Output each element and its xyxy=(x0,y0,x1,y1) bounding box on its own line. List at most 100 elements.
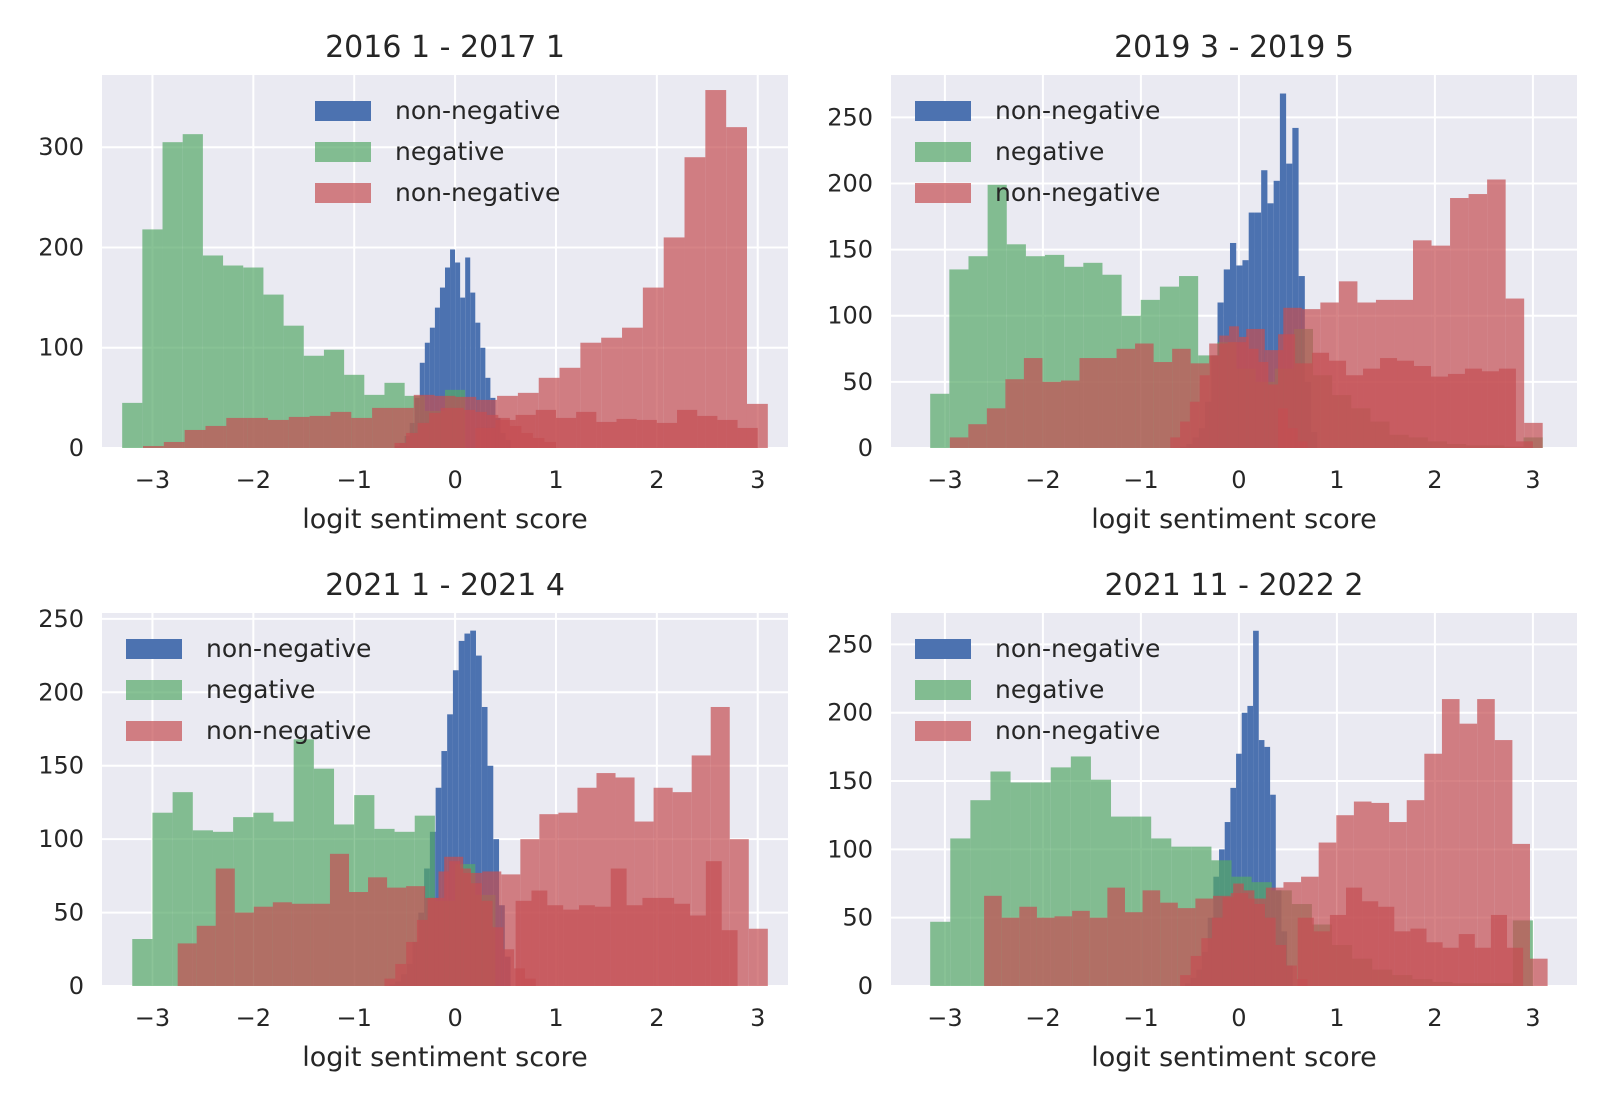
legend: non-negative negative non-negative xyxy=(915,634,1160,745)
histogram-bar xyxy=(427,897,439,986)
histogram-bar xyxy=(272,902,292,986)
histogram-bar xyxy=(1247,705,1254,986)
histogram-bar xyxy=(1219,335,1230,448)
histogram-bar xyxy=(642,897,659,986)
histogram-bar xyxy=(351,417,373,448)
histogram-bar xyxy=(1507,947,1524,986)
x-tick-label: 2 xyxy=(649,466,664,494)
histogram-bar xyxy=(1098,358,1117,448)
histogram-bar xyxy=(986,408,1006,448)
histogram-bar xyxy=(1254,904,1266,986)
histogram-bar xyxy=(452,670,459,986)
histogram-bar xyxy=(143,445,164,448)
x-tick-label: 0 xyxy=(1231,1004,1246,1032)
histogram-bar xyxy=(1378,906,1395,986)
histogram-bar xyxy=(387,887,407,986)
histogram-bar xyxy=(1001,917,1020,986)
histogram-bar xyxy=(547,905,564,986)
histogram-bar xyxy=(1441,699,1460,986)
histogram-bar xyxy=(684,157,706,448)
histogram-bar xyxy=(1380,358,1398,448)
histogram-bar xyxy=(481,900,493,986)
histogram-bar xyxy=(162,142,183,448)
y-tick-label: 250 xyxy=(827,103,873,131)
histogram-bar xyxy=(515,414,536,448)
histogram-bar xyxy=(642,287,664,448)
histogram-bar xyxy=(705,90,727,449)
histogram-bar xyxy=(1490,914,1507,986)
histogram-bar xyxy=(563,909,580,986)
histogram-bar xyxy=(458,640,465,986)
y-tick-label: 0 xyxy=(69,972,84,1000)
histogram-bar xyxy=(576,411,597,448)
histogram-bar xyxy=(726,127,747,449)
histogram-bar xyxy=(531,890,548,986)
histogram-bar xyxy=(1211,917,1223,986)
histogram-bar xyxy=(1135,343,1154,448)
histogram-bar xyxy=(721,930,738,986)
histogram-bar xyxy=(950,838,971,986)
subplot-1: −3 −2 −1 0 1 2 3 0 100 200 300 2016 1 - 2017 1 logit… xyxy=(38,30,788,535)
histogram-bar xyxy=(196,925,216,986)
legend: non-negative negative non-negative xyxy=(126,634,371,745)
series--4 xyxy=(1278,334,1533,448)
y-tick-label: 200 xyxy=(827,169,873,197)
histogram-bar xyxy=(184,429,206,448)
histogram-bar xyxy=(247,417,268,448)
x-tick-label: 0 xyxy=(447,1004,462,1032)
histogram-bar xyxy=(596,421,617,448)
y-tick-label: 200 xyxy=(827,699,873,727)
histogram-bar xyxy=(636,419,657,448)
histogram-bar xyxy=(1189,401,1200,448)
x-tick-label: 3 xyxy=(750,466,765,494)
x-tick-label: −3 xyxy=(135,1004,170,1032)
histogram-bar xyxy=(132,939,153,986)
legend-label: negative xyxy=(995,675,1104,704)
x-tick-label: −2 xyxy=(236,1004,271,1032)
histogram-bar xyxy=(1036,917,1055,986)
histogram-bar xyxy=(610,868,627,986)
histogram-bar xyxy=(1286,965,1297,986)
histogram-bar xyxy=(434,307,440,448)
histogram-bar xyxy=(1279,93,1287,448)
y-tick-label: 150 xyxy=(38,752,84,780)
x-tick-label: 1 xyxy=(1329,466,1344,494)
histogram-bar xyxy=(1474,947,1491,986)
histogram-bar xyxy=(1236,753,1242,986)
histogram-bar xyxy=(1515,441,1533,448)
histogram-bar xyxy=(1498,368,1516,448)
histogram-bar xyxy=(1089,917,1108,986)
histogram-bar xyxy=(987,184,1007,448)
legend-label: non-negative xyxy=(995,178,1160,207)
histogram-bar xyxy=(1023,358,1043,448)
legend-swatch xyxy=(315,101,371,121)
histogram-bar xyxy=(1275,945,1287,986)
histogram-bar xyxy=(152,812,173,986)
x-tick-label: −2 xyxy=(1025,466,1060,494)
histogram-bar xyxy=(406,432,418,448)
legend-swatch xyxy=(126,721,182,741)
legend-swatch xyxy=(915,639,971,659)
histogram-bar xyxy=(1116,348,1136,448)
histogram-bar xyxy=(1201,938,1212,986)
x-tick-label: 3 xyxy=(1525,1004,1540,1032)
histogram-bar xyxy=(330,411,352,448)
histogram-bar xyxy=(465,257,471,448)
histogram-bar xyxy=(464,633,471,986)
histogram-bar xyxy=(968,424,987,448)
histogram-bar xyxy=(1261,170,1268,448)
legend: non-negative negative non-negative xyxy=(315,96,560,207)
histogram-bar xyxy=(1258,740,1265,986)
histogram-bar xyxy=(1243,890,1255,986)
histogram-bar xyxy=(1072,910,1090,986)
histogram-bar xyxy=(1238,336,1249,448)
chart-title: 2016 1 - 2017 1 xyxy=(325,30,565,65)
legend-label: non-negative xyxy=(206,634,371,663)
histogram-bar xyxy=(440,407,453,448)
histogram-bar xyxy=(263,294,284,448)
histogram-bar xyxy=(475,322,481,448)
histogram-bar xyxy=(470,292,476,448)
histogram-bar xyxy=(1264,746,1271,986)
histogram-bar xyxy=(1363,368,1381,448)
histogram-bar xyxy=(1233,883,1244,986)
